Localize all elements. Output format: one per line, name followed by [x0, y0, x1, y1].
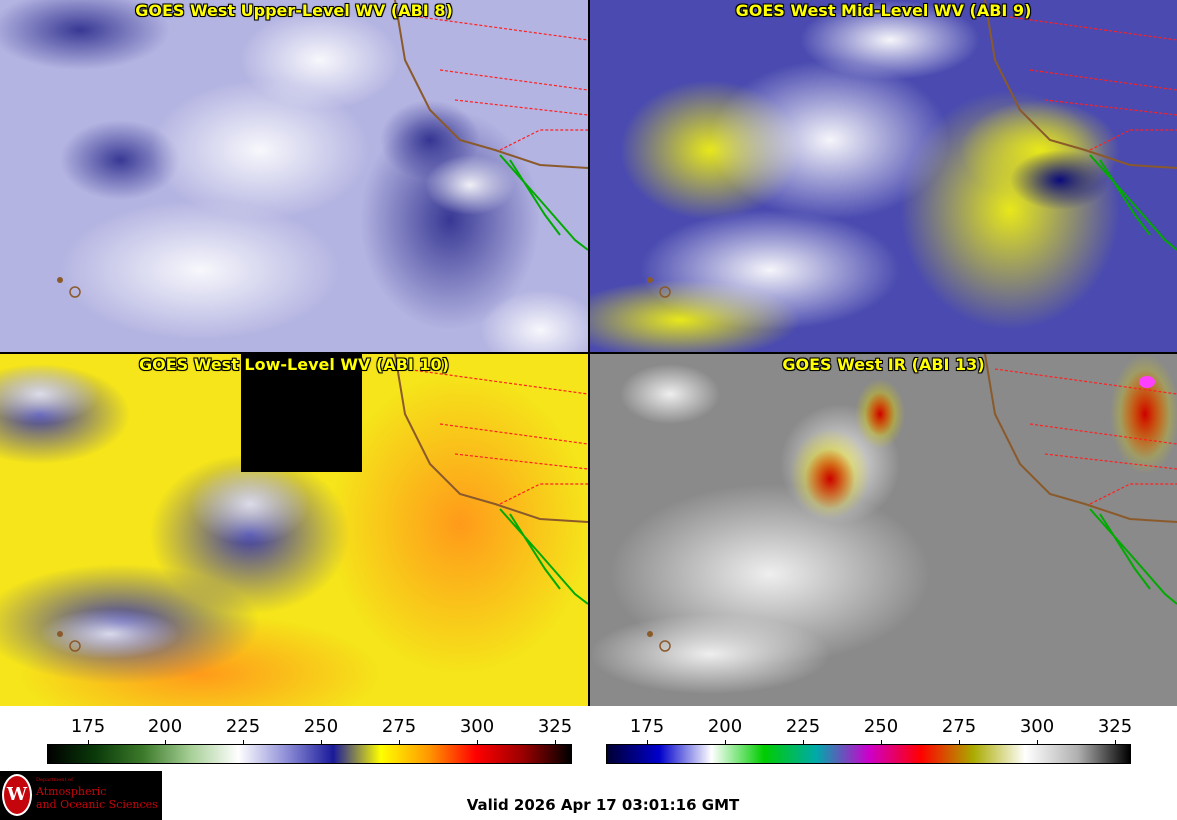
ir-title: GOES West IR (ABI 13)	[782, 355, 985, 374]
ir-tick-mark	[1115, 740, 1116, 746]
ir-tick-label: 250	[863, 716, 899, 737]
ir-image	[590, 354, 1177, 706]
ir-tick-label: 200	[707, 716, 743, 737]
wv-tick-mark	[477, 740, 478, 746]
panel-upper-level-wv: GOES West Upper-Level WV (ABI 8)	[0, 0, 588, 352]
wv-tick-mark	[321, 740, 322, 746]
low-wv-title: GOES West Low-Level WV (ABI 10)	[138, 355, 449, 374]
ir-tick-label: 275	[941, 716, 977, 737]
ir-tick-mark	[647, 740, 648, 746]
ir-tick-mark	[1037, 740, 1038, 746]
valid-time: Valid 2026 Apr 17 03:01:16 GMT	[466, 796, 740, 814]
wv-tick-label: 175	[70, 716, 106, 737]
panel-divider-horizontal	[0, 352, 1177, 354]
ir-colorbar	[606, 744, 1131, 764]
uw-seal-icon: W	[2, 774, 32, 816]
low-wv-image	[0, 354, 588, 706]
upper-wv-title: GOES West Upper-Level WV (ABI 8)	[135, 1, 453, 20]
wv-tick-mark	[399, 740, 400, 746]
wv-tick-label: 325	[537, 716, 573, 737]
wv-tick-label: 200	[147, 716, 183, 737]
wv-tick-mark	[243, 740, 244, 746]
wv-colorbar	[47, 744, 572, 764]
logo-department-text: Department of	[36, 777, 73, 783]
aos-logo: W Department of Atmospheric and Oceanic …	[0, 771, 162, 820]
wv-tick-label: 300	[459, 716, 495, 737]
wv-tick-label: 250	[303, 716, 339, 737]
wv-tick-label: 275	[381, 716, 417, 737]
wv-tick-label: 225	[225, 716, 261, 737]
upper-wv-image	[0, 0, 588, 352]
ir-tick-label: 325	[1097, 716, 1133, 737]
ir-tick-label: 300	[1019, 716, 1055, 737]
ir-tick-mark	[725, 740, 726, 746]
logo-line-1: Atmospheric	[36, 785, 107, 798]
mid-wv-image	[590, 0, 1177, 352]
wv-color-scale: 175 200 225 250 275 300 325	[0, 706, 588, 768]
ir-tick-label: 225	[785, 716, 821, 737]
ir-tick-mark	[803, 740, 804, 746]
wv-tick-mark	[165, 740, 166, 746]
panel-ir: GOES West IR (ABI 13)	[590, 354, 1177, 706]
ir-tick-mark	[959, 740, 960, 746]
mid-wv-title: GOES West Mid-Level WV (ABI 9)	[735, 1, 1032, 20]
wv-tick-mark	[88, 740, 89, 746]
ir-tick-label: 175	[629, 716, 665, 737]
panel-low-level-wv: GOES West Low-Level WV (ABI 10)	[0, 354, 588, 706]
ir-color-scale: 175 200 225 250 275 300 325	[590, 706, 1177, 768]
panel-mid-level-wv: GOES West Mid-Level WV (ABI 9)	[590, 0, 1177, 352]
wv-tick-mark	[555, 740, 556, 746]
ir-tick-mark	[881, 740, 882, 746]
logo-line-2: and Oceanic Sciences	[36, 798, 158, 811]
